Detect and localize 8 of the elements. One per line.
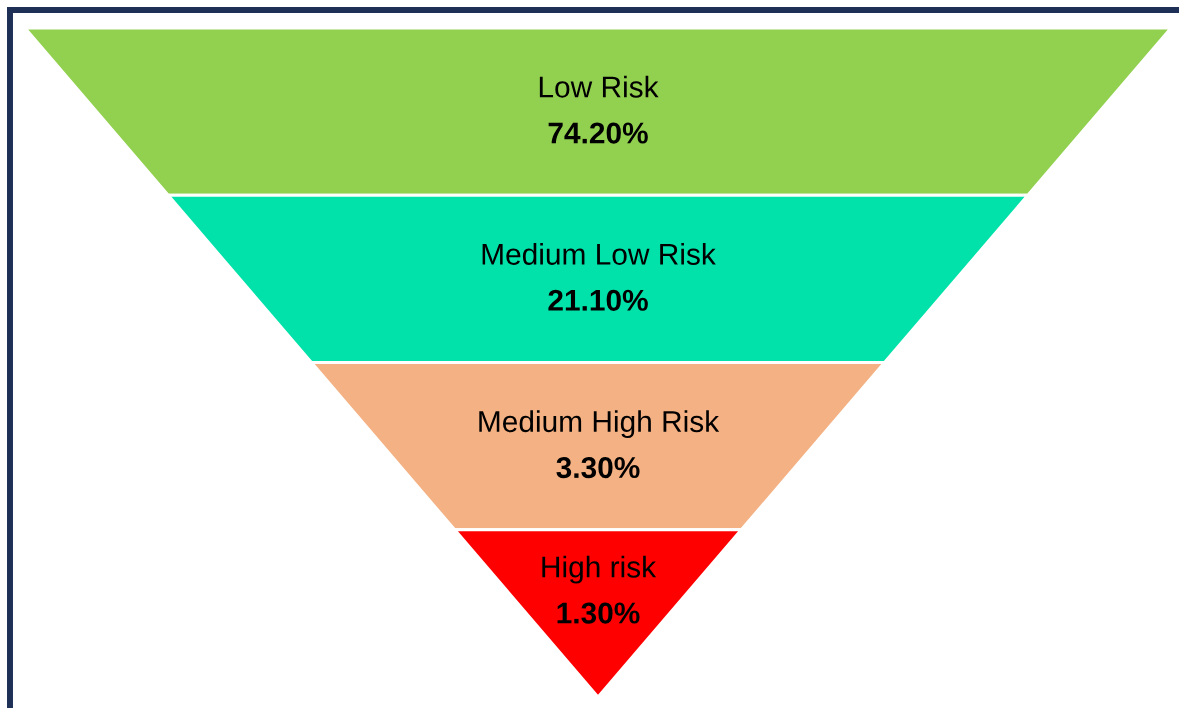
data-label: 21.10% — [548, 289, 648, 311]
data-label: 74.20% — [548, 122, 648, 144]
data-label: 3.30% — [556, 457, 640, 479]
data-label: 1.30% — [557, 602, 640, 624]
category-label: High risk — [542, 555, 657, 584]
category-label: Medium Low Risk — [482, 242, 716, 265]
category-label: Low Risk — [539, 75, 659, 98]
category-label: Medium High Risk — [479, 410, 720, 439]
